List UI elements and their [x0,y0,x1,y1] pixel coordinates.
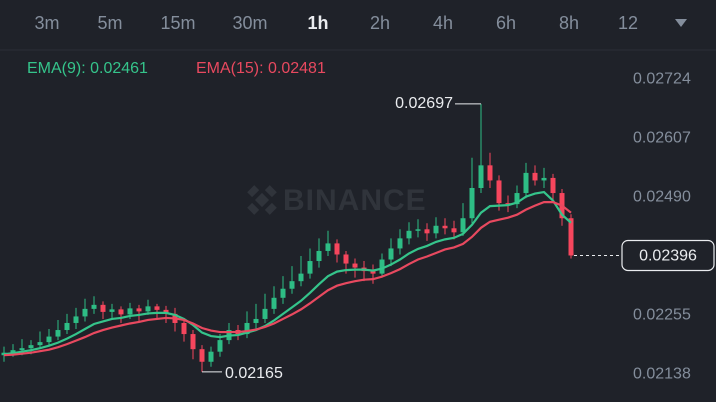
ema-line [3,190,572,356]
candle-body [451,228,457,233]
candle-body [307,261,313,274]
candle-body [523,172,529,194]
legend-entry: EMA(15): 0.02481 [196,60,326,77]
candle-body [514,193,520,205]
y-tick-label: 0.02490 [633,188,691,205]
candle-body [10,350,16,353]
ema-line [3,201,572,357]
interval-tab[interactable]: 4h [433,13,453,33]
interval-tab[interactable]: 1h [307,13,328,33]
candle-body [55,330,61,337]
max-annotation: 0.02697 [395,95,453,112]
candle-body [334,243,340,255]
candle-body [253,318,259,323]
candle-body [217,340,223,352]
candle-body [532,172,538,181]
y-tick-label: 0.02607 [633,129,691,146]
candle-body [352,263,358,268]
interval-tab[interactable]: 8h [559,13,579,33]
candle-body [19,348,25,351]
candle-body [397,238,403,249]
candle-body [298,273,304,282]
candle-body [289,281,295,289]
dropdown-arrow[interactable] [675,19,687,27]
candle-body [91,304,97,309]
candle-body [424,229,430,234]
candle-body [244,322,250,335]
interval-tab[interactable]: 15m [160,13,195,33]
candle-body [505,203,511,205]
candle-body [181,322,187,335]
y-tick-label: 0.02138 [633,366,691,383]
current-price: 0.02396 [639,248,697,265]
candle-body [550,177,556,194]
min-annotation: 0.02165 [225,365,283,382]
interval-tab[interactable]: 6h [496,13,516,33]
candle-body [154,306,160,310]
watermark: BINANCE [283,184,427,217]
candle-body [73,316,79,323]
candle-body [442,225,448,229]
candle-body [136,308,142,312]
candle-body [469,188,475,219]
candle-body [100,304,106,312]
candle-body [145,306,151,312]
candle-body [496,180,502,204]
candle-body [280,288,286,298]
candle-body [415,229,421,231]
candle-body [541,177,547,181]
interval-tab[interactable]: 12 [618,13,638,33]
candle-body [118,309,124,315]
candle-body [109,309,115,312]
candle-body [199,349,205,362]
candle-body [487,165,493,181]
candle-body [208,351,214,362]
candle-body [343,254,349,264]
candle-body [406,230,412,239]
interval-tab[interactable]: 2h [370,13,390,33]
interval-tab[interactable]: 30m [232,13,267,33]
candle-body [28,345,34,349]
candle-body [433,225,439,234]
candle-body [271,297,277,309]
candle-body [370,271,376,274]
candle-body [388,248,394,260]
y-tick-label: 0.02255 [633,307,691,324]
candle-body [568,218,574,256]
price-box [621,239,715,272]
candle-body [379,259,385,274]
legend-entry: EMA(9): 0.02461 [27,60,148,77]
candle-body [325,243,331,251]
candle-body [37,342,43,346]
candle-body [64,322,70,331]
interval-tab[interactable]: 3m [34,13,59,33]
candle-body [82,308,88,317]
candle-body [316,250,322,262]
candle-body [127,308,133,315]
candle-body [460,218,466,233]
watermark-logo [247,185,277,215]
candle-body [190,334,196,350]
interval-tab[interactable]: 5m [97,13,122,33]
candle-body [46,336,52,343]
candle-body [478,165,484,188]
y-tick-label: 0.02724 [633,71,691,88]
candle-body [262,308,268,319]
